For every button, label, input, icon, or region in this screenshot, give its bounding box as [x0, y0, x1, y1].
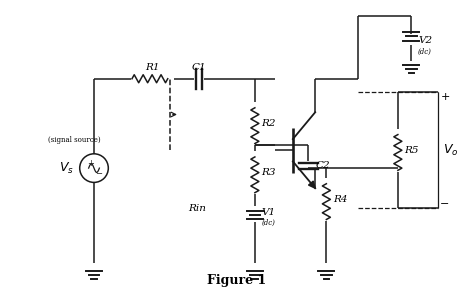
Text: $V_o$: $V_o$ — [443, 143, 458, 158]
Text: R1: R1 — [145, 63, 159, 72]
Text: Rin: Rin — [188, 204, 206, 213]
Text: (dc): (dc) — [418, 48, 432, 56]
Text: $V_s$: $V_s$ — [59, 160, 74, 176]
Text: (dc): (dc) — [262, 219, 275, 227]
Text: +: + — [440, 92, 450, 102]
Text: R2: R2 — [262, 119, 276, 128]
Polygon shape — [309, 181, 315, 188]
Text: V1: V1 — [262, 208, 276, 217]
Text: (signal source): (signal source) — [47, 136, 100, 144]
Text: +: + — [87, 159, 94, 168]
Text: −: − — [95, 169, 102, 178]
Text: R5: R5 — [405, 146, 419, 155]
Text: C2: C2 — [315, 161, 330, 170]
Text: Figure 1: Figure 1 — [207, 274, 266, 287]
Text: −: − — [440, 199, 450, 209]
Text: R3: R3 — [262, 168, 276, 177]
Text: C1: C1 — [191, 63, 206, 72]
Text: R4: R4 — [333, 195, 347, 204]
Text: V2: V2 — [418, 36, 432, 45]
